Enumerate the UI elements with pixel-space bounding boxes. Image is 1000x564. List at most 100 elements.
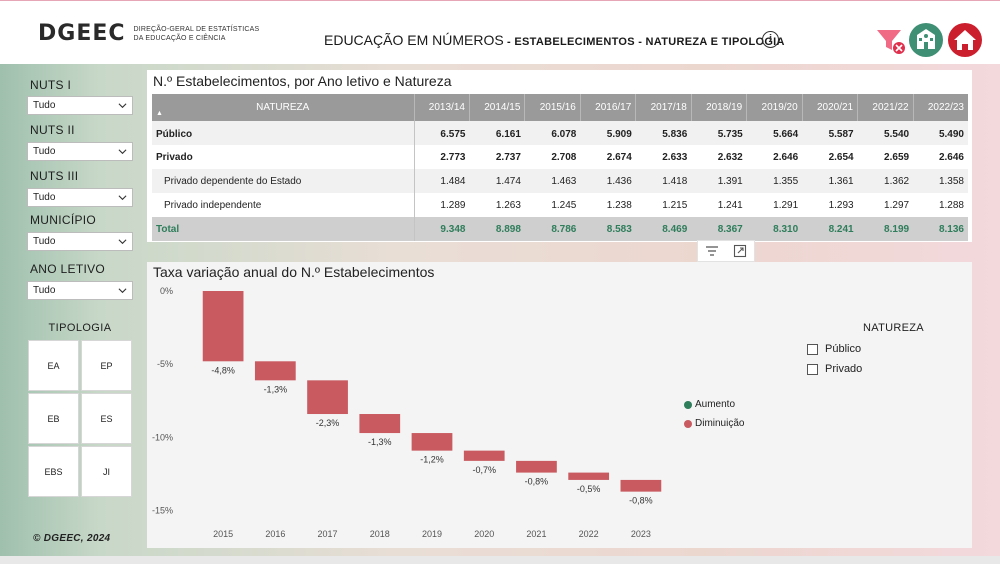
filter-select-nuts3[interactable]: Tudo bbox=[27, 188, 133, 207]
table-cell: 1.355 bbox=[746, 169, 803, 193]
data-label: -1,2% bbox=[420, 455, 444, 465]
table-cell: 1.361 bbox=[802, 169, 858, 193]
filter-select-ano-letivo[interactable]: Tudo bbox=[27, 281, 133, 300]
column-header-year[interactable]: 2013/14 bbox=[413, 94, 470, 121]
waterfall-bar[interactable] bbox=[307, 380, 348, 415]
table-cell: 2.633 bbox=[662, 151, 688, 163]
natureza-option-privado[interactable]: Privado bbox=[807, 363, 862, 375]
table-cell: 8.199 bbox=[857, 217, 914, 241]
tipologia-button-ep[interactable]: EP bbox=[81, 340, 132, 391]
table-cell: 1.241 bbox=[717, 199, 743, 211]
legend-item-aumento[interactable]: Aumento bbox=[684, 399, 735, 410]
table-cell: 5.836 bbox=[635, 121, 692, 145]
table-row[interactable]: Público 6.575 6.161 6.078 5.909 5.836 5.735 5.6… bbox=[152, 121, 968, 145]
x-tick-label: 2022 bbox=[579, 529, 599, 539]
column-header-year[interactable]: 2020/21 bbox=[801, 94, 858, 121]
data-label: -0,5% bbox=[577, 484, 601, 494]
natureza-option-label: Público bbox=[825, 343, 862, 355]
filter-clear-icon[interactable] bbox=[874, 23, 908, 57]
tipologia-button-eb[interactable]: EB bbox=[28, 393, 79, 444]
chevron-down-icon bbox=[118, 149, 127, 155]
column-header-year[interactable]: 2021/22 bbox=[857, 94, 914, 121]
filter-icon[interactable] bbox=[705, 245, 719, 257]
y-tick-label: 0% bbox=[160, 286, 173, 296]
column-header-natureza[interactable]: ▲ NATUREZA bbox=[152, 94, 414, 121]
school-icon[interactable] bbox=[909, 23, 943, 57]
table-cell: 2.659 bbox=[884, 151, 910, 163]
filter-select-nuts1[interactable]: Tudo bbox=[27, 96, 133, 115]
waterfall-chart: 0% -5% -10% -15% -4,8% 2015 -1,3% 2016 -2,3% 2017… bbox=[152, 286, 662, 539]
filter-select-municipio[interactable]: Tudo bbox=[27, 232, 133, 251]
table-cell: 1.362 bbox=[857, 169, 914, 193]
chevron-down-icon bbox=[118, 288, 127, 294]
table-title: N.º Estabelecimentos, por Ano letivo e N… bbox=[153, 73, 452, 89]
table-row[interactable]: Total 9.348 8.898 8.786 8.583 8.469 8.367 8.310… bbox=[152, 217, 968, 241]
dgeec-logo: DGEEC DIREÇÃO-GERAL DE ESTATÍSTICAS DA E… bbox=[38, 21, 259, 46]
home-icon[interactable] bbox=[948, 23, 982, 57]
table-cell: 1.358 bbox=[913, 169, 968, 193]
waterfall-bar[interactable] bbox=[359, 414, 401, 434]
table-cell: 5.909 bbox=[580, 121, 636, 145]
table-panel: N.º Estabelecimentos, por Ano letivo e N… bbox=[147, 70, 972, 242]
table-row[interactable]: Privado 2.773 2.737 2.708 2.674 2.633 2.632 2.6… bbox=[152, 145, 968, 169]
logo-line-1: DIREÇÃO-GERAL DE ESTATÍSTICAS bbox=[133, 25, 260, 33]
waterfall-bar[interactable] bbox=[202, 291, 244, 362]
table-header-row: ▲ NATUREZA 2013/14 2014/15 2015/16 2016/… bbox=[152, 94, 968, 121]
focus-mode-icon[interactable] bbox=[733, 244, 747, 258]
logo-line-2: DA EDUCAÇÃO E CIÊNCIA bbox=[133, 34, 226, 42]
column-header-year[interactable]: 2015/16 bbox=[524, 94, 581, 121]
visual-header-tools bbox=[697, 240, 755, 262]
establishments-table: ▲ NATUREZA 2013/14 2014/15 2015/16 2016/… bbox=[152, 94, 968, 241]
row-label: Privado bbox=[152, 145, 415, 169]
row-label: Público bbox=[152, 121, 415, 145]
table-cell: 2.773 bbox=[440, 151, 466, 163]
table-cell: 1.474 bbox=[469, 169, 525, 193]
y-tick-label: -5% bbox=[157, 359, 173, 369]
x-tick-label: 2023 bbox=[631, 529, 651, 539]
chart-panel: Taxa variação anual do N.º Estabelecimen… bbox=[147, 262, 972, 548]
filter-value-nuts1: Tudo bbox=[33, 100, 56, 111]
waterfall-bar[interactable] bbox=[568, 472, 610, 480]
table-cell: 1.391 bbox=[691, 169, 747, 193]
column-header-year[interactable]: 2014/15 bbox=[468, 94, 525, 121]
table-cell: 1.289 bbox=[440, 199, 466, 211]
x-tick-label: 2021 bbox=[526, 529, 546, 539]
column-header-year[interactable]: 2017/18 bbox=[635, 94, 692, 121]
column-header-natureza-label: NATUREZA bbox=[256, 102, 310, 113]
info-icon[interactable]: i bbox=[762, 31, 779, 48]
column-header-year[interactable]: 2016/17 bbox=[579, 94, 636, 121]
legend-label-diminuicao: Diminuição bbox=[695, 418, 745, 429]
checkbox[interactable] bbox=[807, 363, 818, 375]
waterfall-bar[interactable] bbox=[463, 450, 505, 461]
table-cell: 1.238 bbox=[606, 199, 632, 211]
tipologia-button-es[interactable]: ES bbox=[81, 393, 132, 444]
table-row[interactable]: Privado dependente do Estado 1.484 1.474 1.… bbox=[152, 169, 968, 193]
tipologia-button-ea[interactable]: EA bbox=[28, 340, 79, 391]
chevron-down-icon bbox=[118, 195, 127, 201]
waterfall-bar[interactable] bbox=[620, 479, 662, 492]
table-cell: 1.484 bbox=[414, 169, 470, 193]
filter-select-nuts2[interactable]: Tudo bbox=[27, 142, 133, 161]
table-cell: 6.161 bbox=[469, 121, 525, 145]
table-cell: 5.587 bbox=[802, 121, 858, 145]
table-cell: 1.297 bbox=[884, 199, 910, 211]
legend-dot-aumento bbox=[684, 400, 692, 409]
table-cell: 2.646 bbox=[773, 151, 799, 163]
page-title-main: EDUCAÇÃO EM NÚMEROS bbox=[324, 32, 504, 48]
row-label: Privado dependente do Estado bbox=[152, 169, 415, 193]
column-header-year[interactable]: 2022/23 bbox=[912, 94, 968, 121]
column-header-year[interactable]: 2018/19 bbox=[690, 94, 747, 121]
data-label: -2,3% bbox=[316, 418, 340, 428]
natureza-option-publico[interactable]: Público bbox=[807, 343, 861, 355]
legend-item-diminuicao[interactable]: Diminuição bbox=[684, 418, 744, 429]
legend-label-aumento: Aumento bbox=[695, 399, 736, 410]
waterfall-bar[interactable] bbox=[254, 361, 296, 381]
tipologia-button-ji[interactable]: JI bbox=[81, 446, 132, 497]
waterfall-bar[interactable] bbox=[411, 433, 453, 451]
waterfall-bar[interactable] bbox=[516, 460, 557, 473]
table-row[interactable]: Privado independente 1.289 1.263 1.245 1.238… bbox=[152, 193, 968, 217]
chevron-down-icon bbox=[118, 239, 127, 245]
column-header-year[interactable]: 2019/20 bbox=[746, 94, 803, 121]
tipologia-button-ebs[interactable]: EBS bbox=[28, 446, 79, 497]
checkbox[interactable] bbox=[807, 343, 818, 355]
